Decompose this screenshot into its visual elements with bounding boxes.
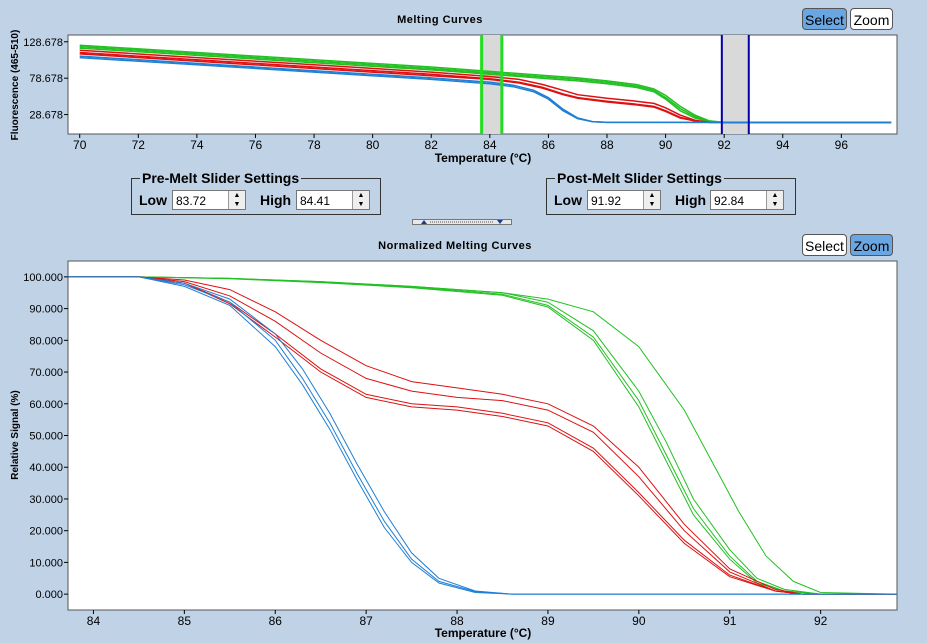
bottom-select-button[interactable]: Select (802, 234, 847, 256)
y-tick-label: 28.678 (29, 110, 63, 122)
x-tick-label: 87 (359, 614, 373, 628)
x-tick-label: 80 (366, 138, 380, 152)
top-x-axis-label: Temperature (°C) (435, 151, 532, 165)
y-tick-label: 40.000 (29, 462, 63, 474)
pre-melt-high-arrows[interactable]: ▲ ▼ (352, 191, 369, 209)
normalized-melting-curves-title: Normalized Melting Curves (378, 240, 532, 252)
x-tick-label: 96 (835, 138, 849, 152)
x-tick-label: 88 (450, 614, 464, 628)
post-melt-high-value[interactable]: 92.84 (714, 194, 745, 208)
post-melt-legend: Post-Melt Slider Settings (555, 170, 724, 186)
pre-melt-slider-settings: Pre-Melt Slider Settings Low 83.72 ▲ ▼ Hi… (131, 170, 381, 215)
pre-melt-legend: Pre-Melt Slider Settings (140, 170, 302, 186)
melting-curves-title: Melting Curves (397, 14, 483, 26)
spin-down-icon[interactable]: ▼ (233, 201, 241, 208)
spin-up-icon[interactable]: ▲ (648, 192, 656, 199)
x-tick-label: 94 (776, 138, 790, 152)
x-tick-label: 82 (425, 138, 439, 152)
bottom-y-axis-label: Relative Signal (%) (10, 390, 21, 479)
melt-curve-green-0 (79, 44, 892, 124)
pre-melt-low-label: Low (139, 192, 167, 208)
melt-curve-green-0 (68, 276, 897, 595)
y-tick-label: 80.000 (29, 335, 63, 347)
x-tick-label: 78 (307, 138, 321, 152)
x-tick-label: 76 (249, 138, 263, 152)
melt-curve-green-3 (68, 276, 898, 595)
x-tick-label: 90 (632, 614, 646, 628)
post-melt-high-stepper[interactable]: 92.84 ▲ ▼ (710, 190, 784, 210)
melt-curve-green-2 (79, 47, 892, 124)
y-tick-label: 50.000 (29, 431, 63, 443)
bottom-plot-area (67, 260, 898, 611)
melt-curve-red-6 (68, 276, 897, 595)
x-tick-label: 85 (178, 614, 192, 628)
post-melt-slider-settings: Post-Melt Slider Settings Low 91.92 ▲ ▼ H… (546, 170, 796, 215)
y-tick-label: 60.000 (29, 399, 63, 411)
y-tick-label: 90.000 (29, 304, 63, 316)
melt-curve-red-4 (68, 276, 897, 595)
x-tick-label: 74 (190, 138, 204, 152)
y-tick-label: 20.000 (29, 526, 63, 538)
x-tick-label: 84 (483, 138, 497, 152)
melt-curve-green-1 (68, 276, 897, 595)
x-tick-label: 88 (600, 138, 614, 152)
post-melt-low-stepper[interactable]: 91.92 ▲ ▼ (587, 190, 661, 210)
melting-curves-chart: 70 72 74 76 78 80 82 84 86 88 90 92 94 96 128.678 78.67… (10, 30, 898, 165)
y-tick-label: 100.000 (23, 272, 63, 284)
x-tick-label: 84 (87, 614, 101, 628)
spin-up-icon[interactable]: ▲ (233, 192, 241, 199)
x-tick-label: 91 (723, 614, 737, 628)
top-y-axis-label: Fluorescence (465-510) (10, 30, 21, 141)
x-tick-label: 89 (541, 614, 555, 628)
y-tick-label: 78.678 (29, 73, 63, 85)
post-melt-low-label: Low (554, 192, 582, 208)
melt-curve-blue-7 (79, 56, 892, 124)
pre-melt-low-arrows[interactable]: ▲ ▼ (228, 191, 245, 209)
spin-down-icon[interactable]: ▼ (357, 201, 365, 208)
spin-up-icon[interactable]: ▲ (771, 192, 779, 199)
melt-curve-blue-8 (68, 276, 897, 595)
splitter-down-arrow-icon (497, 220, 503, 224)
y-tick-label: 10.000 (29, 557, 63, 569)
melt-curve-green-2 (68, 276, 897, 595)
y-tick-label: 0.000 (35, 589, 63, 601)
y-tick-label: 30.000 (29, 494, 63, 506)
x-tick-label: 90 (659, 138, 673, 152)
spin-down-icon[interactable]: ▼ (771, 201, 779, 208)
pre-melt-high-label: High (260, 192, 292, 208)
x-tick-label: 92 (814, 614, 828, 628)
post-melt-low-arrows[interactable]: ▲ ▼ (643, 191, 660, 209)
melt-curve-red-5 (79, 53, 892, 124)
post-melt-low-value[interactable]: 91.92 (591, 194, 622, 208)
post-melt-band (721, 35, 749, 134)
pre-melt-low-value[interactable]: 83.72 (176, 194, 207, 208)
post-melt-high-label: High (675, 192, 707, 208)
melt-curve-blue-9 (68, 276, 897, 595)
top-zoom-button[interactable]: Zoom (850, 8, 893, 30)
panel-splitter-handle[interactable] (412, 219, 512, 225)
bottom-zoom-button[interactable]: Zoom (850, 234, 893, 256)
pre-melt-low-stepper[interactable]: 83.72 ▲ ▼ (172, 190, 246, 210)
melt-curve-red-5 (68, 276, 897, 595)
pre-melt-high-stepper[interactable]: 84.41 ▲ ▼ (296, 190, 370, 210)
bottom-x-axis-label: Temperature (°C) (435, 626, 532, 640)
y-tick-label: 128.678 (23, 37, 63, 49)
melt-curve-red-7 (68, 276, 897, 595)
x-tick-label: 70 (73, 138, 87, 152)
y-tick-label: 70.000 (29, 367, 63, 379)
x-tick-label: 92 (717, 138, 731, 152)
spin-down-icon[interactable]: ▼ (648, 201, 656, 208)
post-melt-high-arrows[interactable]: ▲ ▼ (766, 191, 783, 209)
x-tick-label: 86 (542, 138, 556, 152)
x-tick-label: 86 (269, 614, 283, 628)
x-tick-label: 72 (132, 138, 146, 152)
spin-up-icon[interactable]: ▲ (357, 192, 365, 199)
top-select-button[interactable]: Select (802, 8, 847, 30)
pre-melt-high-value[interactable]: 84.41 (300, 194, 331, 208)
melt-curve-blue-10 (68, 276, 897, 595)
splitter-up-arrow-icon (421, 220, 427, 224)
